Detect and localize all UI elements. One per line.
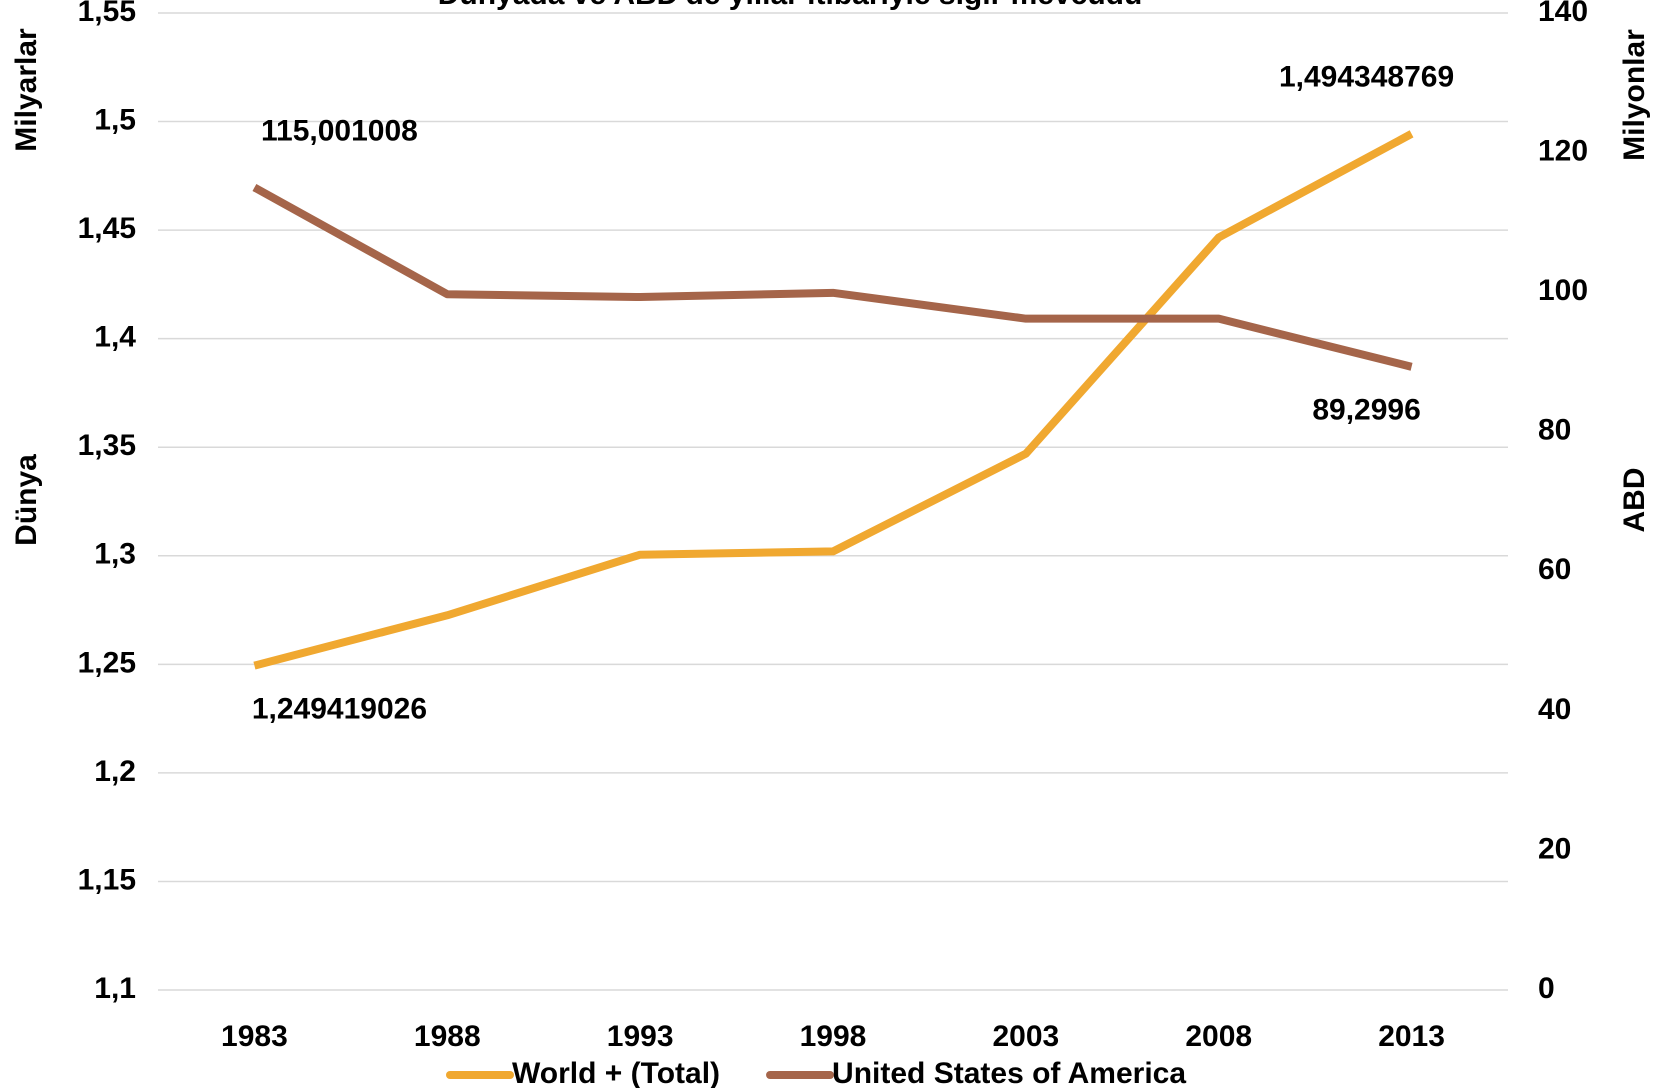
y-tick-label: 1,3 — [94, 538, 136, 571]
y-tick-label: 1,35 — [78, 429, 136, 462]
legend-label: World + (Total) — [512, 1057, 720, 1088]
y2-axis-title: ABD — [1618, 468, 1651, 533]
y2-tick-label: 80 — [1538, 414, 1571, 447]
y2-tick-label: 20 — [1538, 832, 1571, 865]
y-tick-label: 1,15 — [78, 863, 136, 896]
y2-tick-label: 40 — [1538, 693, 1571, 726]
x-tick-label: 1983 — [221, 1020, 288, 1053]
y-tick-label: 1,25 — [78, 646, 136, 679]
y2-tick-label: 0 — [1538, 972, 1555, 1005]
y-tick-label: 1,45 — [78, 212, 136, 245]
data-label: 115,001008 — [261, 114, 418, 147]
y2-axis-units: Milyonlar — [1618, 29, 1651, 161]
y2-tick-label: 140 — [1538, 0, 1588, 28]
chart-title: Dünyada ve ABD'de yıllar itibarıyle sığı… — [438, 0, 1143, 11]
legend-label: United States of America — [832, 1057, 1186, 1088]
data-label: 1,249419026 — [252, 693, 427, 726]
y2-tick-label: 100 — [1538, 274, 1588, 307]
x-tick-label: 1998 — [800, 1020, 867, 1053]
y-tick-label: 1,4 — [94, 321, 136, 354]
x-tick-label: 1988 — [414, 1020, 481, 1053]
y-tick-label: 1,1 — [94, 972, 136, 1005]
x-tick-label: 2008 — [1185, 1020, 1252, 1053]
y-tick-label: 1,5 — [94, 103, 136, 136]
y-axis-units: Milyarlar — [10, 28, 43, 152]
data-label: 1,494348769 — [1279, 61, 1454, 94]
x-tick-label: 1993 — [607, 1020, 674, 1053]
y2-tick-label: 60 — [1538, 553, 1571, 586]
x-tick-label: 2003 — [992, 1020, 1059, 1053]
x-tick-label: 2013 — [1378, 1020, 1445, 1053]
data-label: 89,2996 — [1312, 394, 1420, 427]
series-line — [253, 130, 1414, 670]
y-axis-title: Dünya — [10, 454, 43, 546]
series-line — [252, 183, 1413, 371]
y2-tick-label: 120 — [1538, 134, 1588, 167]
y-tick-label: 1,2 — [94, 755, 136, 788]
y-tick-label: 1,55 — [78, 0, 136, 28]
